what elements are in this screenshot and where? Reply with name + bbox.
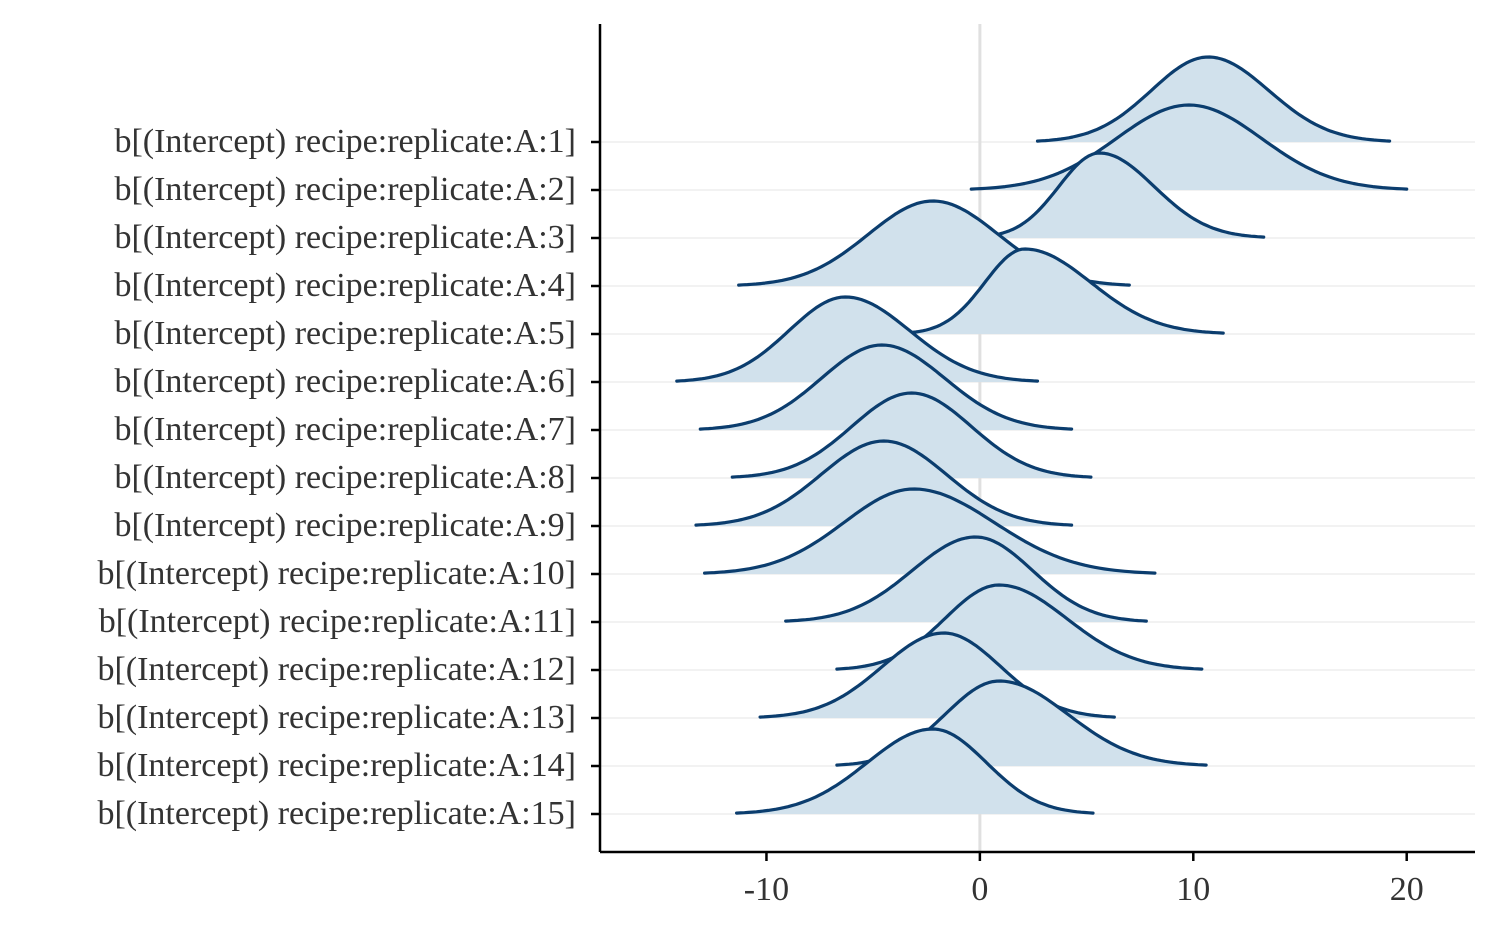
y-tick-label: b[(Intercept) recipe:replicate:A:9] (114, 507, 576, 544)
y-tick-label: b[(Intercept) recipe:replicate:A:11] (99, 603, 576, 640)
y-tick-labels: b[(Intercept) recipe:replicate:A:1] b[(In… (97, 123, 600, 832)
y-tick-label: b[(Intercept) recipe:replicate:A:15] (97, 795, 576, 832)
y-tick-label: b[(Intercept) recipe:replicate:A:6] (114, 363, 576, 400)
y-tick-label: b[(Intercept) recipe:replicate:A:5] (114, 315, 576, 352)
density-fill (696, 441, 1072, 526)
density-outline (675, 295, 1040, 383)
density-outline (730, 391, 1093, 479)
density-outline (784, 535, 1148, 623)
y-tick-label: b[(Intercept) recipe:replicate:A:10] (97, 555, 576, 592)
density-outline (903, 247, 1225, 335)
x-tick-label: 20 (1390, 871, 1424, 908)
y-tick-label: b[(Intercept) recipe:replicate:A:12] (97, 651, 576, 688)
density-fill (785, 537, 1147, 622)
y-tick-label: b[(Intercept) recipe:replicate:A:13] (97, 699, 576, 736)
x-tick-label: -10 (744, 871, 789, 908)
y-tick-label: b[(Intercept) recipe:replicate:A:7] (114, 411, 576, 448)
y-tick-label: b[(Intercept) recipe:replicate:A:14] (97, 747, 576, 784)
y-tick-label: b[(Intercept) recipe:replicate:A:1] (114, 123, 576, 160)
y-tick-label: b[(Intercept) recipe:replicate:A:8] (114, 459, 576, 496)
density-outline (1035, 55, 1392, 143)
density-outline (976, 151, 1266, 239)
x-tick-label: 0 (971, 871, 988, 908)
density-outline (694, 439, 1074, 527)
x-tick-labels: -10 0 10 20 (744, 852, 1424, 908)
density-fill (905, 249, 1224, 334)
y-tick-label: b[(Intercept) recipe:replicate:A:2] (114, 171, 576, 208)
density-fill (700, 345, 1072, 430)
density-outline (703, 487, 1157, 575)
density-fill (971, 105, 1407, 190)
y-tick-label: b[(Intercept) recipe:replicate:A:3] (114, 219, 576, 256)
density-outline (969, 103, 1409, 191)
density-ridges (675, 55, 1409, 815)
density-fill (977, 153, 1264, 238)
density-fill (704, 489, 1155, 574)
density-fill (732, 393, 1091, 478)
y-tick-label: b[(Intercept) recipe:replicate:A:4] (114, 267, 576, 304)
density-outline (698, 343, 1074, 431)
density-fill (676, 297, 1038, 382)
x-tick-label: 10 (1176, 871, 1210, 908)
density-outline (735, 727, 1095, 815)
density-fill (1037, 57, 1390, 142)
